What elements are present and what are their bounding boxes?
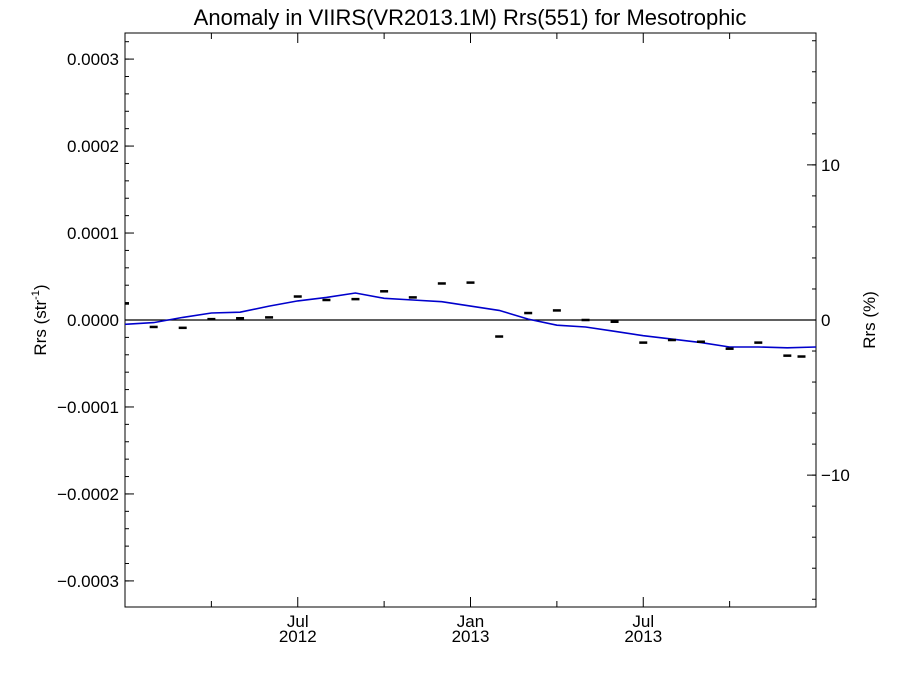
y-tick-label: 0.0000 bbox=[67, 311, 119, 330]
y-tick-label: 0.0001 bbox=[67, 224, 119, 243]
y2-tick-label: −10 bbox=[821, 466, 850, 485]
y-tick-label: −0.0002 bbox=[57, 485, 119, 504]
y2-axis-label: Rrs (%) bbox=[860, 291, 879, 349]
y2-tick-label: 0 bbox=[821, 311, 830, 330]
y-tick-label: −0.0003 bbox=[57, 572, 119, 591]
x-tick-label-year: 2013 bbox=[452, 627, 490, 646]
x-tick-label-year: 2013 bbox=[624, 627, 662, 646]
y-axis-ticks: 0.0003 0.0002 0.0001 0.0000 −0.0001 −0.0002 −0… bbox=[57, 41, 134, 591]
y-tick-label: 0.0003 bbox=[67, 50, 119, 69]
y-axis-label: Rrs (str-1) bbox=[30, 284, 50, 355]
x-tick-label-month: Jul bbox=[632, 612, 654, 631]
y-tick-label: 0.0002 bbox=[67, 137, 119, 156]
chart-title: Anomaly in VIIRS(VR2013.1M) Rrs(551) for… bbox=[194, 5, 747, 30]
x-tick-label-year: 2012 bbox=[279, 627, 317, 646]
y2-tick-label: 10 bbox=[821, 156, 840, 175]
anomaly-marker-series bbox=[125, 281, 806, 358]
x-tick-label-month: Jan bbox=[457, 612, 484, 631]
y-tick-label: −0.0001 bbox=[57, 398, 119, 417]
x-tick-label-month: Jul bbox=[287, 612, 309, 631]
y2-axis-ticks: 10 0 −10 bbox=[807, 40, 850, 600]
